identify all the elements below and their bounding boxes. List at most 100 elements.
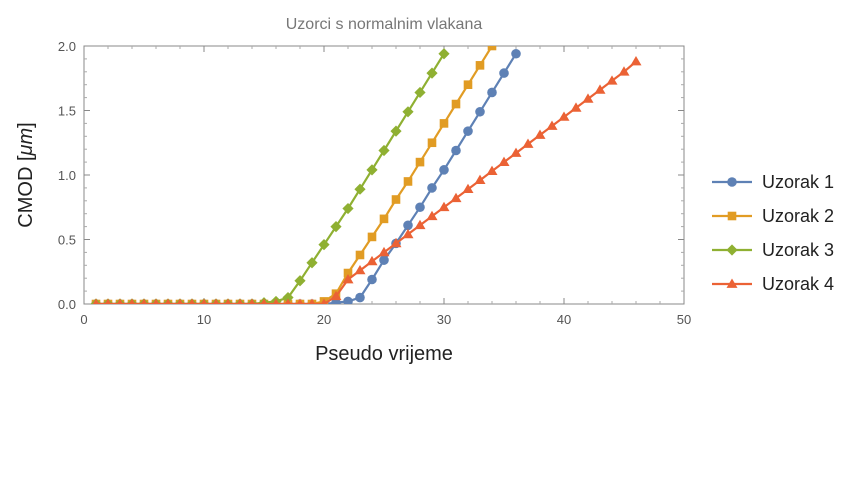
data-point <box>463 80 473 89</box>
data-point <box>330 290 342 301</box>
data-point <box>355 250 365 260</box>
data-point <box>403 177 413 186</box>
data-point <box>355 292 365 303</box>
data-point <box>451 99 461 109</box>
legend-label: Uzorak 4 <box>762 274 834 294</box>
data-point <box>272 298 280 304</box>
data-point <box>164 298 172 304</box>
data-point <box>618 66 630 76</box>
series-group <box>90 46 642 304</box>
data-point <box>260 298 268 304</box>
data-point <box>462 183 474 194</box>
series-2 <box>91 46 497 304</box>
plot-frame <box>83 45 685 305</box>
x-tick-label: 40 <box>557 312 571 327</box>
y-tick-label: 1.0 <box>58 168 76 183</box>
legend-marker <box>726 244 738 256</box>
data-point <box>415 157 425 167</box>
data-point <box>630 55 642 66</box>
legend-label: Uzorak 1 <box>762 172 834 192</box>
data-point <box>414 86 426 99</box>
chart-title: Uzorci s normalnim vlakana <box>286 16 483 33</box>
legend: Uzorak 1 Uzorak 2 Uzorak 3 Uzorak 4 <box>712 172 834 294</box>
data-point <box>354 183 366 195</box>
x-tick-label: 20 <box>317 312 331 327</box>
legend-label: Uzorak 3 <box>762 240 834 260</box>
y-tick-label: 0.0 <box>58 297 76 312</box>
data-point <box>308 298 316 304</box>
data-point <box>487 87 497 98</box>
axis-ticks: 0 10 20 30 40 50 0.0 0.5 1.0 1.5 2.0 <box>58 39 691 327</box>
legend-item: Uzorak 1 <box>712 172 834 192</box>
data-point <box>522 138 534 148</box>
series-line <box>96 53 517 304</box>
data-point <box>330 221 342 233</box>
data-point <box>427 138 437 148</box>
data-point <box>463 126 473 136</box>
series-line <box>96 53 445 304</box>
data-point <box>475 106 485 117</box>
data-point <box>427 183 437 193</box>
series-3 <box>90 48 450 304</box>
data-point <box>487 46 497 51</box>
data-point <box>320 298 328 304</box>
data-point <box>402 106 414 118</box>
data-point <box>342 202 354 215</box>
data-point <box>558 111 570 121</box>
series-4 <box>92 55 642 304</box>
data-point <box>306 257 318 269</box>
data-point <box>140 298 148 304</box>
legend-item: Uzorak 3 <box>712 240 834 260</box>
y-axis-title: CMOD [μm] <box>15 122 37 227</box>
data-point <box>379 214 389 224</box>
data-point <box>450 192 462 203</box>
legend-marker <box>726 278 738 288</box>
data-point <box>402 228 414 239</box>
data-point <box>582 93 594 103</box>
data-point <box>343 296 353 304</box>
data-point <box>510 147 522 157</box>
data-point <box>378 246 390 257</box>
data-point <box>212 298 220 304</box>
data-point <box>414 219 426 230</box>
data-point <box>474 174 486 185</box>
data-point <box>390 237 402 248</box>
data-point <box>378 144 390 157</box>
data-point <box>379 255 389 265</box>
data-point <box>367 274 377 285</box>
x-axis-title: Pseudo vrijeme <box>315 343 453 365</box>
legend-item: Uzorak 2 <box>712 206 834 226</box>
data-point <box>391 195 401 204</box>
y-tick-label: 0.5 <box>58 233 76 248</box>
data-point <box>343 268 353 278</box>
data-point <box>426 67 438 79</box>
data-point <box>104 298 112 304</box>
series-layer <box>90 46 642 304</box>
data-point <box>367 232 377 242</box>
data-point <box>439 165 449 175</box>
data-point <box>284 298 292 304</box>
data-point <box>200 298 208 304</box>
data-point <box>248 298 256 304</box>
data-point <box>498 156 510 166</box>
data-point <box>282 291 294 304</box>
legend-item: Uzorak 4 <box>712 274 834 294</box>
data-point <box>594 84 606 94</box>
series-line <box>96 46 493 304</box>
y-axis-title-prefix: CMOD [ <box>15 155 37 228</box>
x-tick-label: 10 <box>197 312 211 327</box>
legend-marker <box>727 211 737 221</box>
y-axis-title-suffix: ] <box>15 122 37 128</box>
data-point <box>224 298 232 304</box>
data-point <box>296 298 304 304</box>
y-axis-title-unit: μm <box>15 128 37 157</box>
x-tick-label: 50 <box>677 312 691 327</box>
data-point <box>475 61 485 70</box>
data-point <box>354 264 366 275</box>
data-point <box>342 273 354 284</box>
data-point <box>152 298 160 304</box>
data-point <box>439 119 449 128</box>
data-point <box>606 75 618 85</box>
y-tick-label: 2.0 <box>58 39 76 54</box>
